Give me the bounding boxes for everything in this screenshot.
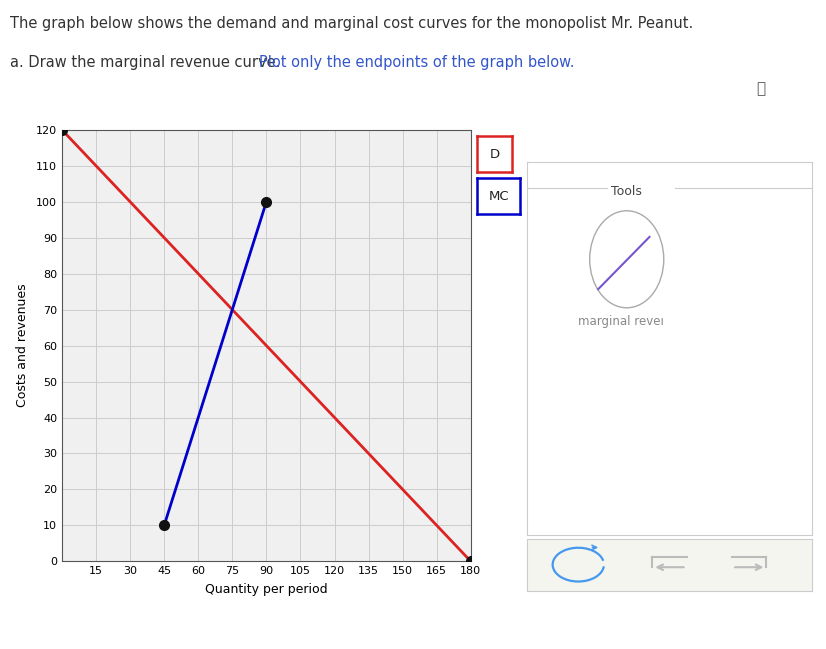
X-axis label: Quantity per period: Quantity per period	[205, 583, 328, 596]
Text: MC: MC	[489, 190, 509, 203]
Text: Tools: Tools	[611, 184, 642, 198]
Text: Plot only the endpoints of the graph below.: Plot only the endpoints of the graph bel…	[259, 55, 575, 70]
Text: marginal reveı: marginal reveı	[578, 315, 664, 328]
Text: D: D	[490, 147, 500, 161]
Y-axis label: Costs and revenues: Costs and revenues	[16, 284, 29, 408]
Text: ⓘ: ⓘ	[756, 81, 765, 96]
Text: The graph below shows the demand and marginal cost curves for the monopolist Mr.: The graph below shows the demand and mar…	[10, 16, 693, 31]
Text: a. Draw the marginal revenue curve.: a. Draw the marginal revenue curve.	[10, 55, 285, 70]
